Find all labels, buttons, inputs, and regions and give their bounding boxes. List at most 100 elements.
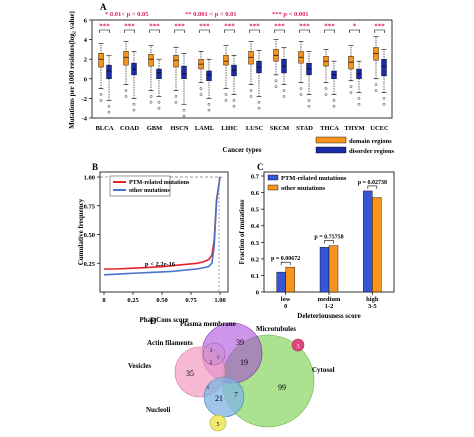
box-outlier <box>282 95 286 98</box>
panel-b-legend-other: other mutations <box>129 188 170 194</box>
panel-b-xtick-label: 0.75 <box>185 297 197 304</box>
box-domain-regions <box>98 53 104 68</box>
panel-b: B Cumulative frequency PhastCons score 0… <box>77 162 229 324</box>
panel-b-ticks: 0 0.25 0.50 0.75 1.00 0.25 0.50 0.75 1.00 <box>84 175 226 305</box>
box-outlier <box>224 93 228 96</box>
panel-c-ytick-label: 0.7 <box>251 174 260 181</box>
box-domain-regions <box>223 55 229 66</box>
box-outlier <box>299 93 303 96</box>
panel-c-ytick-label: 0 <box>256 290 259 297</box>
p-bracket <box>324 240 334 244</box>
box-outlier <box>349 91 353 94</box>
panel-b-annotation: p < 2.2e-16 <box>145 261 176 268</box>
venn-count-plasma: 39 <box>236 338 244 347</box>
category-label: HSCN <box>170 125 188 132</box>
panel-c-ylabel: Fraction of mutations <box>238 199 246 264</box>
panel-c-legend-swatch-ptm <box>267 174 279 181</box>
box-outlier <box>282 89 286 92</box>
venn-yellow-set <box>209 414 227 432</box>
box-outlier <box>324 93 328 96</box>
sig-stars: *** <box>299 23 310 31</box>
venn-microtubules <box>291 338 305 352</box>
line-PTM-related-mutations <box>104 176 221 270</box>
panel-c-legend-swatch-other <box>267 184 279 191</box>
box-domain-regions <box>373 47 379 61</box>
box-outlier <box>374 89 378 92</box>
legend-swatch-domain <box>315 136 347 144</box>
box-outlier <box>157 101 161 104</box>
box-outlier <box>382 97 386 100</box>
panel-c-label: C <box>257 162 264 172</box>
venn-nucleoli <box>203 376 245 418</box>
box-disorder-regions <box>181 65 187 79</box>
panel-d: D Plasma membrane Microtubules Actin fil… <box>128 316 335 432</box>
sig-bracket <box>149 29 160 33</box>
venn-count-actin-b: 1 <box>217 356 220 361</box>
category-label: COAD <box>120 125 139 132</box>
category-label: high <box>366 296 379 303</box>
box-outlier <box>357 102 361 106</box>
sig-stars: *** <box>224 23 235 31</box>
box-outlier <box>157 106 161 110</box>
box-outlier <box>149 95 153 98</box>
box-outlier <box>232 104 236 108</box>
box-outlier <box>132 102 136 106</box>
sig-stars: *** <box>249 23 260 31</box>
panel-b-xtick-label: 0.50 <box>156 297 167 304</box>
box-outlier <box>324 87 328 90</box>
venn-label-cytosol: Cytosol <box>312 366 335 374</box>
legend-label-disorder: disorder regions <box>349 148 395 155</box>
panel-c-ytick-label: 0.2 <box>251 256 259 263</box>
box-outlier <box>224 99 228 102</box>
sig-stars: *** <box>174 23 185 31</box>
category-label: LAML <box>195 125 215 132</box>
box-outlier <box>207 102 211 106</box>
panel-a-yticks: -4 -2 0 2 4 6 <box>82 18 92 123</box>
sig-bracket <box>349 29 360 33</box>
box-disorder-regions <box>106 64 112 80</box>
sig-bracket <box>224 29 235 33</box>
box-domain-regions <box>123 51 129 66</box>
sig-stars: *** <box>99 23 110 31</box>
panel-b-xlabel: PhastCons score <box>139 316 188 324</box>
panel-a: A Mutations per 1000 residues(log₂ value… <box>68 2 395 155</box>
box-domain-regions <box>148 54 154 67</box>
panel-c: C Fraction of mutations Deleteriousness … <box>238 162 395 320</box>
venn-count-vesicles: 35 <box>186 369 194 378</box>
panel-a-ytick-label: 0 <box>84 76 87 83</box>
bar-PTM-related-mutations <box>363 190 373 293</box>
panel-b-xtick-label: 0 <box>102 297 105 304</box>
box-outlier <box>232 99 236 102</box>
sig-stars: *** <box>199 23 210 31</box>
box-outlier <box>199 93 203 96</box>
box-outlier <box>174 101 178 104</box>
panel-c-ytick-label: 0.4 <box>251 223 260 230</box>
category-label: THCA <box>320 125 339 132</box>
panel-b-xtick-label: 1.00 <box>214 297 225 304</box>
panel-b-label: B <box>92 162 98 172</box>
sig-stars: *** <box>274 23 285 31</box>
panel-b-frame <box>99 171 229 293</box>
panel-a-significance: *** *** *** *** *** *** *** *** *** *** * *** <box>99 23 385 33</box>
p-bracket <box>367 185 378 189</box>
venn-label-plasma: Plasma membrane <box>180 320 236 328</box>
category-sub-label: 0 <box>284 303 287 310</box>
box-outlier <box>374 83 378 86</box>
box-outlier <box>257 106 261 110</box>
venn-actin-filaments <box>202 342 226 366</box>
sig-bracket <box>249 29 260 33</box>
sig-bracket <box>199 29 210 33</box>
box-outlier <box>307 104 311 108</box>
venn-label-vesicles: Vesicles <box>128 362 151 370</box>
sig-bracket <box>174 29 185 33</box>
panel-a-categories: BLCA COAD GBM HSCN LAML LIHC LUSC SKCM STAD THCA T… <box>95 125 389 132</box>
category-label: SKCM <box>270 125 290 132</box>
box-outlier <box>382 102 386 106</box>
box-outlier <box>182 114 186 118</box>
box-outlier <box>249 95 253 98</box>
sig-legend-3: *** p < 0.001 <box>272 11 309 18</box>
venn-count-nuc-cyto: 7 <box>234 391 238 399</box>
panel-a-frame <box>91 19 393 119</box>
box-disorder-regions <box>231 64 237 77</box>
